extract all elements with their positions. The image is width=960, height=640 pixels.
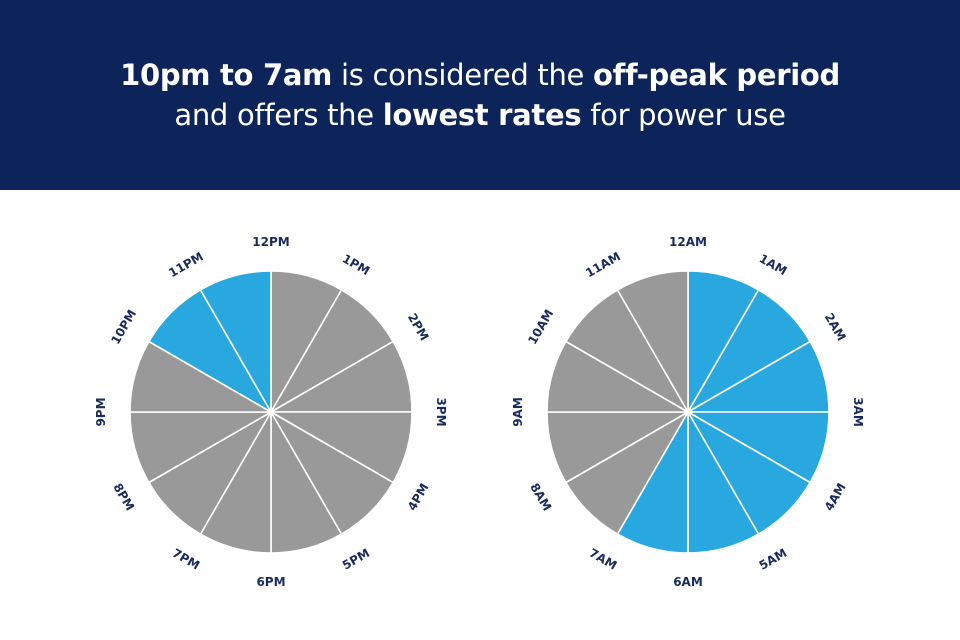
hour-label: 11PM — [166, 249, 205, 280]
hour-label: 7AM — [587, 546, 620, 573]
hour-label: 12PM — [252, 235, 289, 249]
hour-label: 4PM — [405, 481, 432, 513]
hour-label: 10AM — [525, 307, 556, 347]
hour-label: 8AM — [527, 481, 554, 514]
hour-label: 7PM — [170, 546, 202, 573]
hour-label: 5PM — [340, 546, 372, 573]
hour-label: 10PM — [108, 307, 139, 346]
headline-part: for power use — [581, 98, 786, 132]
hour-label: 5AM — [757, 546, 790, 573]
hour-label: 9PM — [94, 397, 108, 426]
hour-label: 3AM — [851, 397, 865, 427]
headline-part: is considered the — [332, 58, 593, 92]
hour-label: 2AM — [822, 311, 849, 344]
headline-part: lowest rates — [382, 98, 582, 132]
clock-charts: 12PM1PM2PM3PM4PM5PM6PM7PM8PM9PM10PM11PM1… — [94, 235, 865, 589]
hour-label: 8PM — [110, 481, 137, 513]
hour-label: 4AM — [822, 481, 849, 514]
hour-label: 9AM — [511, 397, 525, 427]
peak-segment — [616, 270, 689, 415]
am-clock-pie: 12AM 1AM 2AM 3AM 4AM 5AM 6AM 7AM 8AM 9AM 10AM 11AM — [511, 235, 865, 589]
hour-label: 1PM — [340, 251, 372, 278]
hour-label: 2PM — [405, 311, 432, 343]
hour-label: 3PM — [434, 397, 448, 426]
header-banner: 10pm to 7am is considered the off-peak p… — [0, 0, 960, 190]
hour-label: 12AM — [669, 235, 707, 249]
headline-part: off-peak period — [593, 58, 840, 92]
hour-label: 6AM — [673, 575, 703, 589]
headline-part: and offers the — [174, 98, 383, 132]
off-peak-segment — [199, 270, 272, 415]
headline-part: 10pm to 7am — [120, 58, 333, 92]
pm-clock-pie: 12PM 1PM 2PM 3PM 4PM 5PM 6PM 7PM 8PM 9PM 10PM 11PM — [94, 235, 448, 589]
headline-line-2: and offers the lowest rates for power us… — [0, 98, 960, 132]
hour-label: 11AM — [583, 249, 623, 280]
hour-label: 6PM — [256, 575, 285, 589]
headline-line-1: 10pm to 7am is considered the off-peak p… — [0, 58, 960, 92]
hour-label: 1AM — [757, 251, 790, 278]
